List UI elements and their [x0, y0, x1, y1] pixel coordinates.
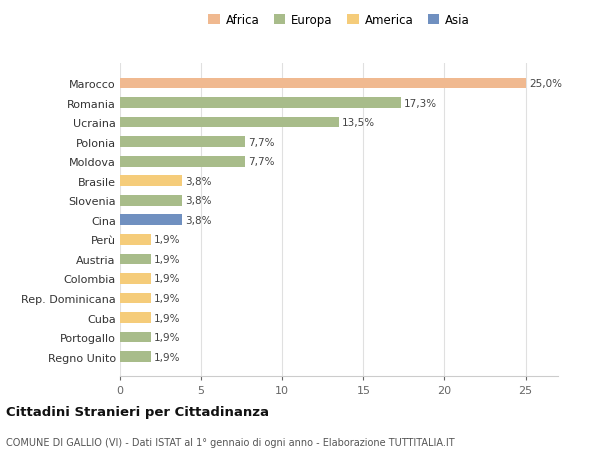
Text: 7,7%: 7,7% [248, 137, 275, 147]
Text: 1,9%: 1,9% [154, 313, 181, 323]
Bar [120, 98, 401, 109]
Text: Cittadini Stranieri per Cittadinanza: Cittadini Stranieri per Cittadinanza [6, 405, 269, 419]
Text: 1,9%: 1,9% [154, 293, 181, 303]
Bar [120, 332, 151, 343]
Bar [120, 157, 245, 167]
Text: 13,5%: 13,5% [342, 118, 376, 128]
Bar [120, 215, 182, 226]
Bar [120, 235, 151, 245]
Text: COMUNE DI GALLIO (VI) - Dati ISTAT al 1° gennaio di ogni anno - Elaborazione TUT: COMUNE DI GALLIO (VI) - Dati ISTAT al 1°… [6, 437, 455, 447]
Text: 7,7%: 7,7% [248, 157, 275, 167]
Legend: Africa, Europa, America, Asia: Africa, Europa, America, Asia [208, 14, 470, 27]
Text: 25,0%: 25,0% [529, 79, 562, 89]
Text: 1,9%: 1,9% [154, 274, 181, 284]
Text: 1,9%: 1,9% [154, 352, 181, 362]
Text: 17,3%: 17,3% [404, 98, 437, 108]
Bar [120, 176, 182, 187]
Bar [120, 293, 151, 304]
Bar [120, 274, 151, 284]
Text: 3,8%: 3,8% [185, 196, 211, 206]
Text: 1,9%: 1,9% [154, 332, 181, 342]
Text: 1,9%: 1,9% [154, 254, 181, 264]
Text: 1,9%: 1,9% [154, 235, 181, 245]
Bar [120, 352, 151, 362]
Bar [120, 137, 245, 148]
Bar [120, 254, 151, 265]
Text: 3,8%: 3,8% [185, 176, 211, 186]
Bar [120, 313, 151, 323]
Bar [120, 196, 182, 206]
Bar [120, 78, 526, 89]
Bar [120, 118, 339, 128]
Text: 3,8%: 3,8% [185, 215, 211, 225]
